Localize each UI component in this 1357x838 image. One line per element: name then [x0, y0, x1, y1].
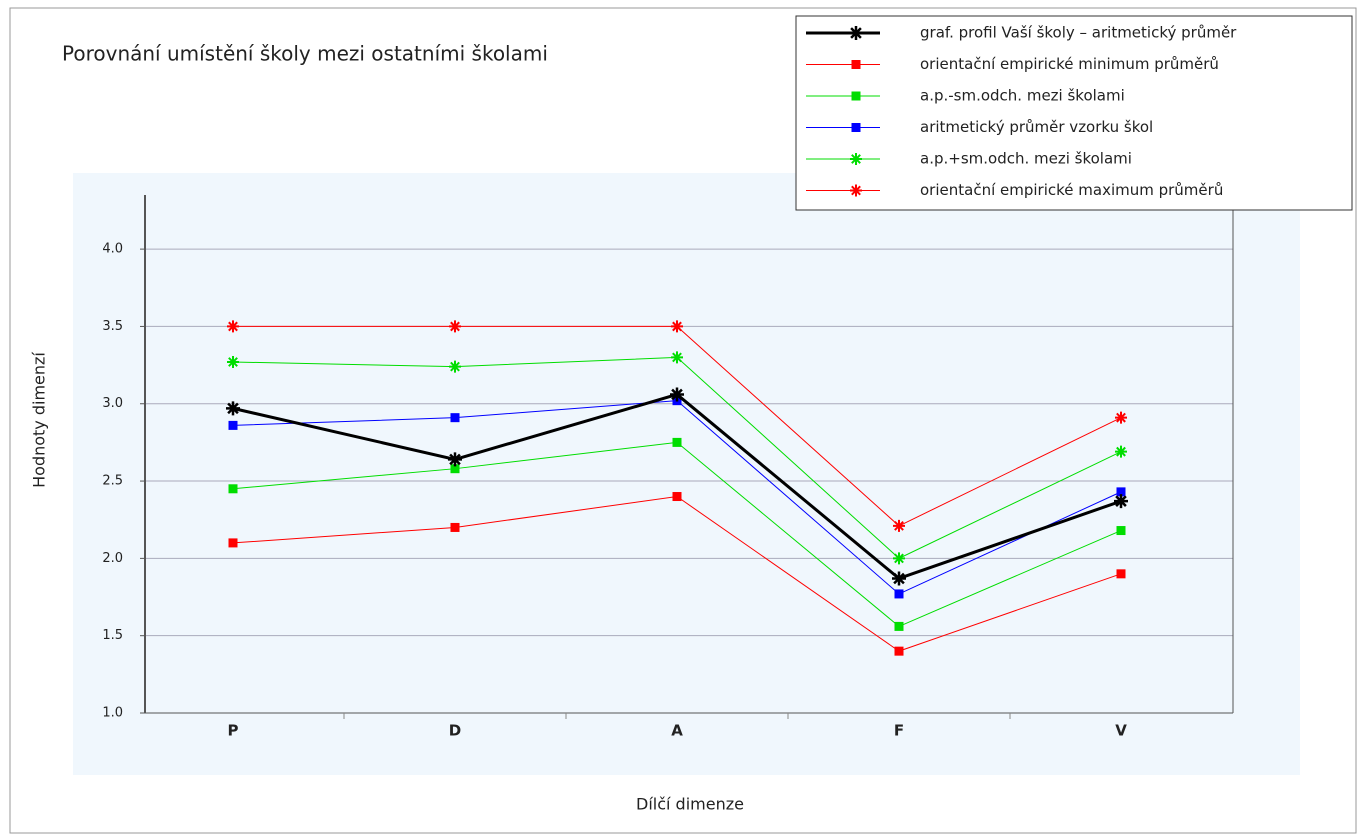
y-tick-label: 2.5 — [102, 474, 123, 489]
y-axis-label: Hodnoty dimenzí — [30, 352, 49, 488]
data-point — [1116, 569, 1126, 579]
legend-marker — [849, 26, 863, 40]
x-tick-label: P — [228, 722, 239, 740]
data-point — [226, 401, 240, 416]
legend-marker — [850, 153, 862, 165]
data-point — [892, 571, 906, 586]
y-tick-label: 1.5 — [102, 628, 123, 643]
data-point — [1115, 445, 1127, 458]
legend-marker — [851, 123, 861, 132]
y-tick-label: 2.0 — [102, 551, 123, 566]
x-tick-label: F — [894, 722, 904, 740]
data-point — [671, 320, 683, 333]
data-point — [228, 484, 238, 494]
legend-label: a.p.+sm.odch. mezi školami — [920, 150, 1132, 168]
data-point — [450, 522, 460, 532]
legend-label: orientační empirické maximum průměrů — [920, 181, 1223, 199]
legend-label: graf. profil Vaší školy – aritmetický pr… — [920, 24, 1237, 42]
data-point — [1116, 487, 1126, 497]
plot-background — [73, 173, 1300, 775]
chart-title: Porovnání umístění školy mezi ostatními … — [62, 42, 548, 66]
data-point — [893, 519, 905, 532]
data-point — [672, 437, 682, 447]
y-tick-label: 3.0 — [102, 396, 123, 411]
data-point — [228, 538, 238, 548]
data-point — [450, 413, 460, 423]
legend-label: orientační empirické minimum průměrů — [920, 55, 1219, 73]
data-point — [671, 351, 683, 364]
legend-marker — [851, 60, 861, 69]
legend-marker — [851, 91, 861, 101]
data-point — [227, 320, 239, 333]
data-point — [449, 360, 461, 373]
data-point — [894, 589, 904, 599]
x-tick-label: A — [671, 722, 683, 740]
y-tick-label: 1.0 — [102, 706, 123, 721]
data-point — [1116, 526, 1126, 536]
legend-label: aritmetický průměr vzorku škol — [920, 118, 1153, 136]
data-point — [672, 492, 682, 502]
data-point — [894, 646, 904, 656]
data-point — [1115, 411, 1127, 424]
data-point — [448, 452, 462, 467]
x-tick-label: V — [1115, 722, 1127, 740]
data-point — [228, 420, 238, 430]
x-tick-label: D — [449, 722, 461, 740]
legend-box — [795, 15, 1353, 211]
y-tick-label: 3.5 — [102, 319, 123, 334]
data-point — [1114, 494, 1128, 509]
data-point — [227, 355, 239, 368]
data-point — [449, 320, 461, 333]
legend-label: a.p.-sm.odch. mezi školami — [920, 87, 1125, 105]
data-point — [670, 387, 684, 402]
data-point — [893, 552, 905, 565]
y-tick-label: 4.0 — [102, 242, 123, 257]
x-axis-label: Dílčí dimenze — [636, 795, 744, 814]
data-point — [894, 621, 904, 631]
data-point — [450, 464, 460, 474]
legend-marker — [850, 184, 862, 197]
